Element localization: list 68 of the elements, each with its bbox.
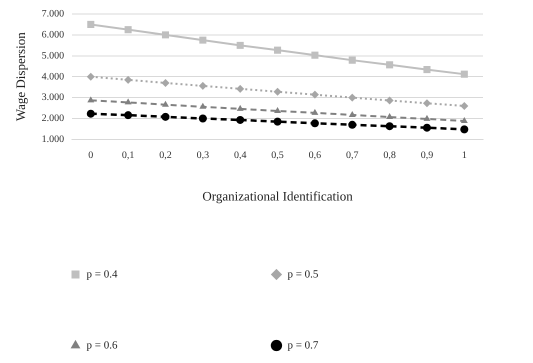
x-tick-label: 0 [88,150,94,162]
point [310,119,319,128]
x-tick-label: 0,2 [159,150,172,162]
point [311,52,318,59]
legend-label: p = 0.5 [287,268,412,280]
point [87,20,94,28]
point [236,104,244,111]
point [274,106,282,113]
point [87,96,94,102]
x-tick-label: 0,5 [271,150,284,162]
x-tick-label: 0,4 [234,150,246,162]
point [386,122,394,130]
point [162,100,169,107]
point [198,82,207,90]
point [236,42,244,49]
x-tick-label: 1 [462,150,467,162]
point [124,98,132,104]
point [423,66,431,74]
point [460,70,468,78]
x-tick-label: 0,3 [196,150,210,162]
point [199,102,206,109]
point [386,61,394,68]
point [198,114,207,122]
x-tick-label: 0,7 [346,150,359,162]
point [162,31,170,38]
y-tick-label: 1.000 [42,134,64,146]
point [348,120,356,129]
x-axis-title: Organizational Identification [202,188,354,204]
point [348,56,356,64]
point [422,99,431,108]
x-tick-label: 0,6 [308,150,322,162]
x-tick-label: 0,1 [122,150,134,162]
point [311,108,318,115]
point [460,117,468,124]
point [124,111,132,120]
point [86,110,95,118]
y-tick-label: 7.000 [42,8,64,20]
y-tick-label: 6.000 [42,30,64,41]
point [274,88,282,96]
point [236,116,244,124]
y-tick-label: 2.000 [42,113,64,124]
x-tick-label: 0,8 [383,150,396,162]
point [386,113,394,120]
point [161,78,170,87]
point [124,26,132,34]
point [348,110,356,117]
point [348,94,356,102]
y-tick-label: 4.000 [42,71,64,82]
point [86,72,95,81]
y-axis-title: Wage Dispersion [13,32,28,122]
legend-label: p = 0.7 [287,339,412,352]
point [424,114,430,121]
point [161,112,170,121]
point [310,90,319,99]
legend-label: p = 0.4 [86,268,211,280]
y-tick-label: 5.000 [42,50,64,62]
legend-label: p = 0.6 [86,339,211,352]
y-tick-label: 3.000 [42,92,64,104]
point [386,96,394,105]
point [460,125,468,134]
point [422,124,431,132]
point [460,102,468,110]
point [236,84,244,93]
point [274,46,282,54]
x-tick-label: 0,9 [420,150,434,162]
point [124,76,132,84]
point [274,118,282,126]
point [199,36,206,44]
